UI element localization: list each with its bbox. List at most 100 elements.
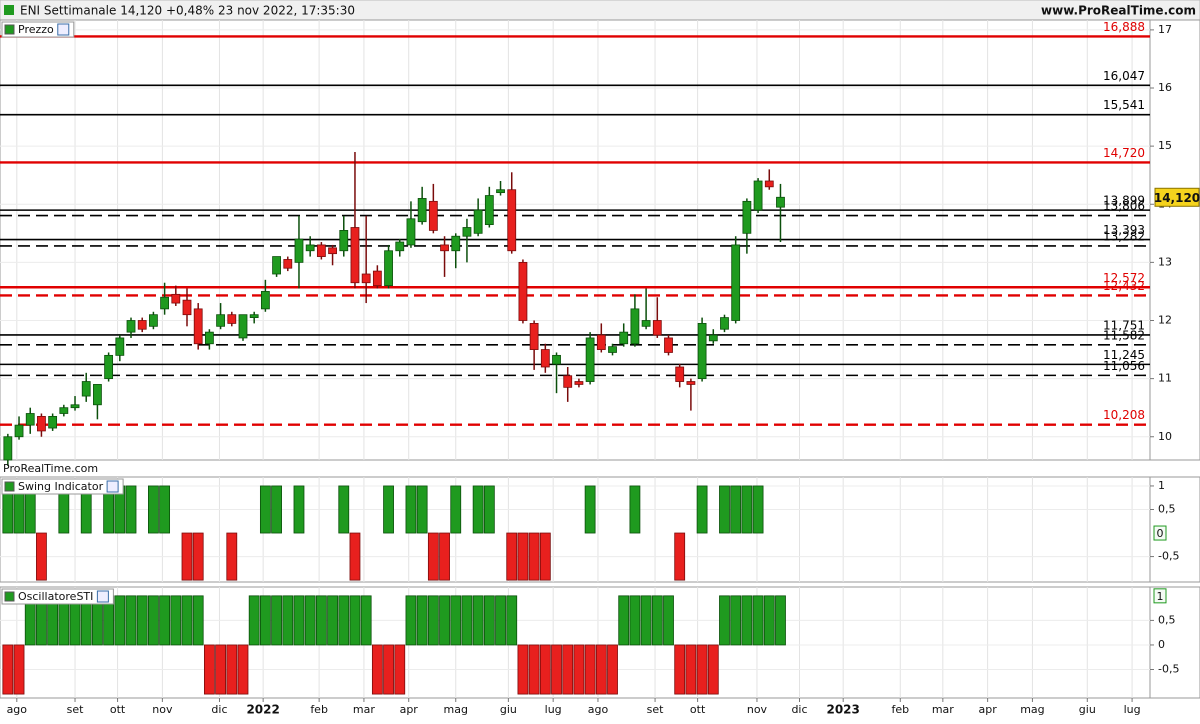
level-label: 11,056 xyxy=(1103,359,1145,373)
y-tick-label: 17 xyxy=(1158,23,1172,36)
indicator-bar xyxy=(517,644,529,695)
candle-body xyxy=(104,354,114,380)
indicator-bar xyxy=(405,595,417,646)
indicator-bar xyxy=(360,595,372,646)
panel-icon xyxy=(4,591,15,602)
x-tick-label: ott xyxy=(690,703,706,716)
candle-body xyxy=(630,308,640,345)
indicator-bar xyxy=(696,485,708,534)
candle-body xyxy=(294,238,304,263)
candle-body xyxy=(552,354,561,365)
x-tick-label: lug xyxy=(545,703,562,716)
indicator-bar xyxy=(125,595,137,646)
x-tick-label: apr xyxy=(400,703,419,716)
candle-body xyxy=(171,293,181,304)
indicator-bar xyxy=(226,532,238,581)
candle-body xyxy=(417,198,427,223)
x-tick-label: apr xyxy=(979,703,998,716)
y-tick-label: 12 xyxy=(1158,314,1172,327)
indicator-bar xyxy=(394,644,406,695)
y-tick-label: 0,5 xyxy=(1158,502,1176,515)
x-tick-label: dic xyxy=(211,703,227,716)
header-site: www.ProRealTime.com xyxy=(1041,4,1196,18)
indicator-bar xyxy=(192,595,204,646)
indicator-bar xyxy=(640,595,652,646)
x-tick-label: set xyxy=(67,703,84,716)
level-label: 11,245 xyxy=(1103,348,1145,362)
indicator-bar xyxy=(483,485,495,534)
candle-body xyxy=(160,296,170,310)
indicator-bar xyxy=(271,595,282,646)
level-label: 12,572 xyxy=(1103,271,1145,285)
level-label: 16,047 xyxy=(1103,69,1145,83)
level-label: 15,541 xyxy=(1103,98,1145,112)
y-tick-label: 11 xyxy=(1158,372,1172,385)
indicator-bar xyxy=(259,595,271,646)
indicator-bar xyxy=(618,595,630,646)
indicator-bar xyxy=(439,595,450,646)
x-tick-label: ago xyxy=(7,703,28,716)
y-tick-label: 13 xyxy=(1158,255,1172,268)
candle-body xyxy=(14,424,24,438)
indicator-bar xyxy=(338,595,350,646)
indicator-bar xyxy=(226,644,238,695)
indicator-bar xyxy=(741,595,753,646)
x-tick-label: giu xyxy=(500,703,517,716)
candle-body xyxy=(496,189,505,194)
indicator-bar xyxy=(506,595,518,646)
candle-body xyxy=(361,273,371,284)
indicator-bar xyxy=(450,485,462,534)
candle-body xyxy=(652,320,662,336)
indicator-bar xyxy=(573,644,585,695)
level-label: 11,751 xyxy=(1103,318,1145,332)
indicator-bar xyxy=(674,644,686,695)
indicator-bar xyxy=(528,644,540,695)
settings-icon[interactable] xyxy=(106,480,119,493)
level-label: 11,582 xyxy=(1103,328,1145,342)
indicator-bar xyxy=(629,485,641,534)
indicator-bar xyxy=(248,595,260,646)
indicator-bar xyxy=(506,532,518,581)
indicator-bar xyxy=(36,532,47,581)
panel-title: OscillatoreSTI xyxy=(18,590,93,603)
header-icon xyxy=(4,5,14,15)
panel-title-box xyxy=(1,21,75,38)
candle-body xyxy=(462,227,472,237)
last-price-badge xyxy=(1154,187,1200,207)
indicator-bar xyxy=(663,595,674,646)
indicator-bar xyxy=(719,485,730,534)
panel-icon xyxy=(4,24,15,35)
indicator-bar xyxy=(405,485,417,534)
candle-body xyxy=(596,334,606,350)
indicator-bar xyxy=(539,644,551,695)
indicator-bar xyxy=(439,532,450,581)
candle-body xyxy=(507,189,517,252)
indicator-bar xyxy=(763,595,775,646)
indicator-bar xyxy=(13,644,25,695)
settings-icon[interactable] xyxy=(96,590,109,603)
indicator-bar xyxy=(584,644,596,695)
level-label: 16,888 xyxy=(1103,20,1145,34)
last-value-label: 0 xyxy=(1157,527,1164,540)
indicator-bar xyxy=(327,595,338,646)
indicator-bar xyxy=(416,485,428,534)
indicator-bar xyxy=(651,595,663,646)
y-tick-label: 0,5 xyxy=(1158,613,1176,626)
indicator-bar xyxy=(607,644,618,695)
axis-area xyxy=(1149,19,1200,461)
panel-title: Swing Indicator xyxy=(18,480,104,493)
candle-body xyxy=(249,314,259,318)
candle-body xyxy=(204,331,214,345)
level-label: 14,720 xyxy=(1103,146,1145,160)
candle-body xyxy=(686,381,696,385)
candle-body xyxy=(81,381,91,397)
watermark: ProRealTime.com xyxy=(3,462,98,475)
indicator-bar xyxy=(148,485,159,534)
indicator-bar xyxy=(730,595,742,646)
settings-icon[interactable] xyxy=(57,23,70,36)
indicator-bar xyxy=(427,595,439,646)
indicator-bar xyxy=(696,644,708,695)
level-label: 13,899 xyxy=(1103,194,1145,208)
y-tick-label: 16 xyxy=(1158,81,1172,94)
panel-frame xyxy=(0,476,1151,583)
